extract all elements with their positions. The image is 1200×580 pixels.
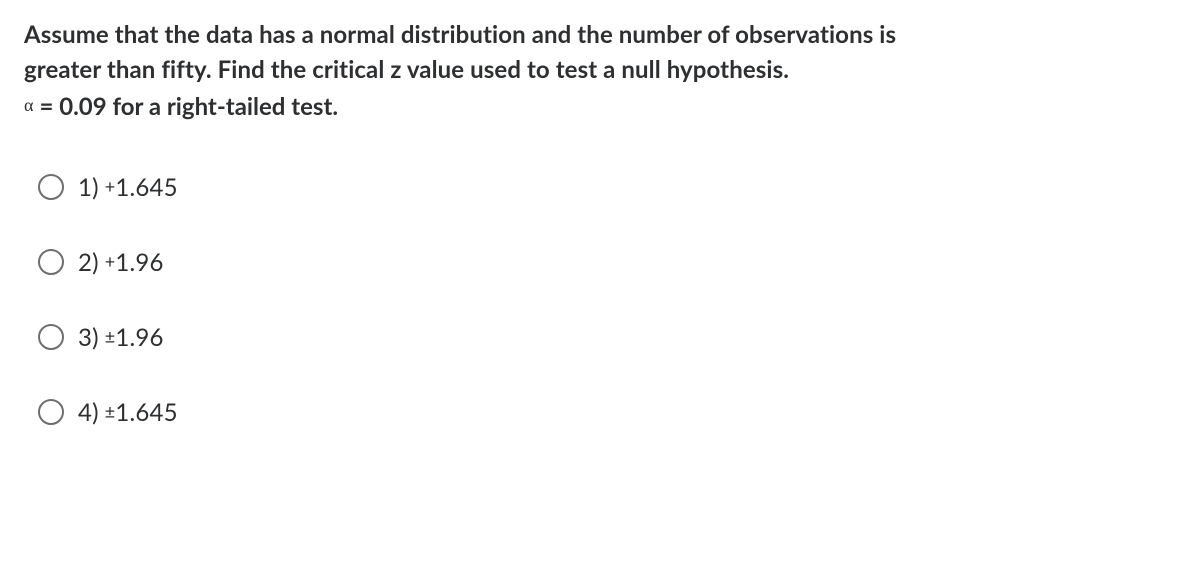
radio-icon[interactable]	[38, 399, 64, 425]
answer-options: 1) +1.645 2) +1.96 3) ±1.96 4) ±1.6	[38, 173, 1176, 427]
option-number: 1)	[78, 173, 99, 202]
option-number: 2)	[78, 248, 99, 277]
option-number: 3)	[78, 323, 99, 352]
plus-minus-icon: ±	[105, 400, 116, 422]
option-2[interactable]: 2) +1.96	[38, 248, 1176, 277]
option-number: 4)	[78, 398, 99, 427]
alpha-symbol: α	[24, 95, 33, 116]
option-label: 4) ±1.645	[78, 398, 178, 427]
radio-icon[interactable]	[38, 249, 64, 275]
option-label: 3) ±1.96	[78, 323, 164, 352]
plus-icon: +	[105, 175, 116, 197]
option-value: 1.96	[115, 248, 163, 277]
option-4[interactable]: 4) ±1.645	[38, 398, 1176, 427]
alpha-text: = 0.09 for a right-tailed test.	[39, 92, 338, 121]
option-1[interactable]: 1) +1.645	[38, 173, 1176, 202]
plus-icon: +	[105, 250, 116, 272]
option-value: 1.645	[115, 398, 177, 427]
option-label: 1) +1.645	[78, 173, 178, 202]
question-stem: Assume that the data has a normal distri…	[24, 18, 1176, 88]
radio-icon[interactable]	[38, 324, 64, 350]
question-line-1: Assume that the data has a normal distri…	[24, 18, 1176, 53]
plus-minus-icon: ±	[105, 325, 116, 347]
question-line-2: greater than fifty. Find the critical z …	[24, 53, 1176, 88]
option-label: 2) +1.96	[78, 248, 164, 277]
option-value: 1.645	[115, 173, 177, 202]
radio-icon[interactable]	[38, 174, 64, 200]
option-value: 1.96	[115, 323, 163, 352]
alpha-line: α = 0.09 for a right-tailed test.	[24, 92, 1176, 121]
option-3[interactable]: 3) ±1.96	[38, 323, 1176, 352]
